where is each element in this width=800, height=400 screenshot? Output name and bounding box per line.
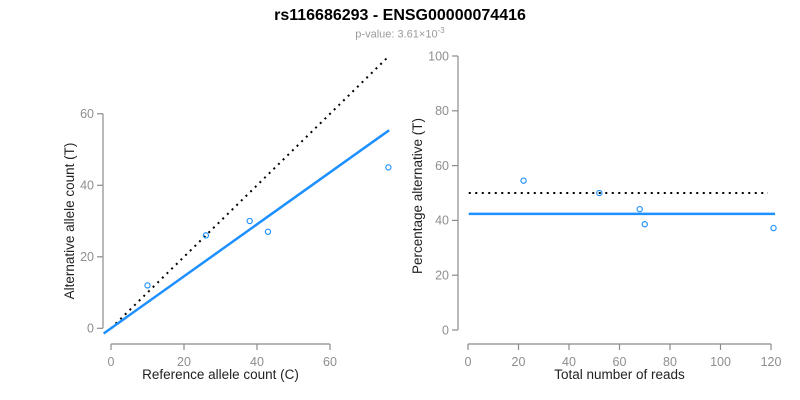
right-y-tick-label: 40 (435, 214, 449, 228)
left-fit-line (102, 129, 390, 335)
right-x-tick-label: 120 (761, 355, 782, 369)
right-xaxis-title: Total number of reads (554, 367, 685, 382)
left-y-tick-label: 60 (80, 107, 94, 121)
left-y-tick-label: 20 (80, 250, 94, 264)
left-data-point-4 (385, 164, 392, 171)
right-y-tick-label: 60 (435, 159, 449, 173)
left-identity-line (110, 55, 390, 330)
right-data-point-1 (596, 189, 603, 197)
right-yaxis-title: Percentage alternative (T) (410, 118, 425, 274)
right-data-point-4 (770, 224, 777, 232)
right-x-tick-label: 80 (663, 355, 677, 369)
figure-title: rs116686293 - ENSG00000074416 (274, 7, 526, 24)
right-y-tick-label: 0 (442, 323, 449, 337)
left-y-tick-label: 40 (80, 179, 94, 193)
pvalue-exponent: -3 (437, 26, 445, 35)
left-data-point-3 (264, 228, 272, 235)
left-y-tick-label: 0 (87, 322, 94, 336)
right-y-tick-label: 100 (428, 49, 449, 63)
right-x-tick-label: 0 (465, 355, 472, 369)
left-yaxis-title: Alternative allele count (T) (62, 143, 77, 300)
right-data-point-2 (636, 205, 643, 213)
left-x-tick-label: 40 (250, 355, 264, 369)
pvalue-text: p-value: 3.61×10 (355, 28, 438, 41)
right-y-tick-label: 80 (435, 104, 449, 118)
left-x-tick-label: 20 (177, 355, 191, 369)
left-data-point-1 (202, 232, 210, 239)
right-data-point-0 (520, 177, 527, 184)
right-x-tick-label: 40 (562, 355, 576, 369)
right-y-tick-label: 20 (435, 269, 449, 283)
right-x-tick-label: 20 (512, 355, 526, 369)
right-data-point-3 (641, 221, 648, 228)
left-xaxis-title: Reference allele count (C) (142, 367, 299, 382)
left-x-tick-label: 0 (108, 355, 115, 369)
right-x-tick-label: 60 (613, 355, 627, 369)
left-data-point-0 (144, 282, 151, 289)
right-x-tick-label: 100 (710, 355, 731, 369)
left-data-point-2 (246, 217, 253, 225)
figure-subtitle: p-value: 3.61×10-3 (0, 26, 800, 41)
left-x-tick-label: 60 (323, 355, 337, 369)
